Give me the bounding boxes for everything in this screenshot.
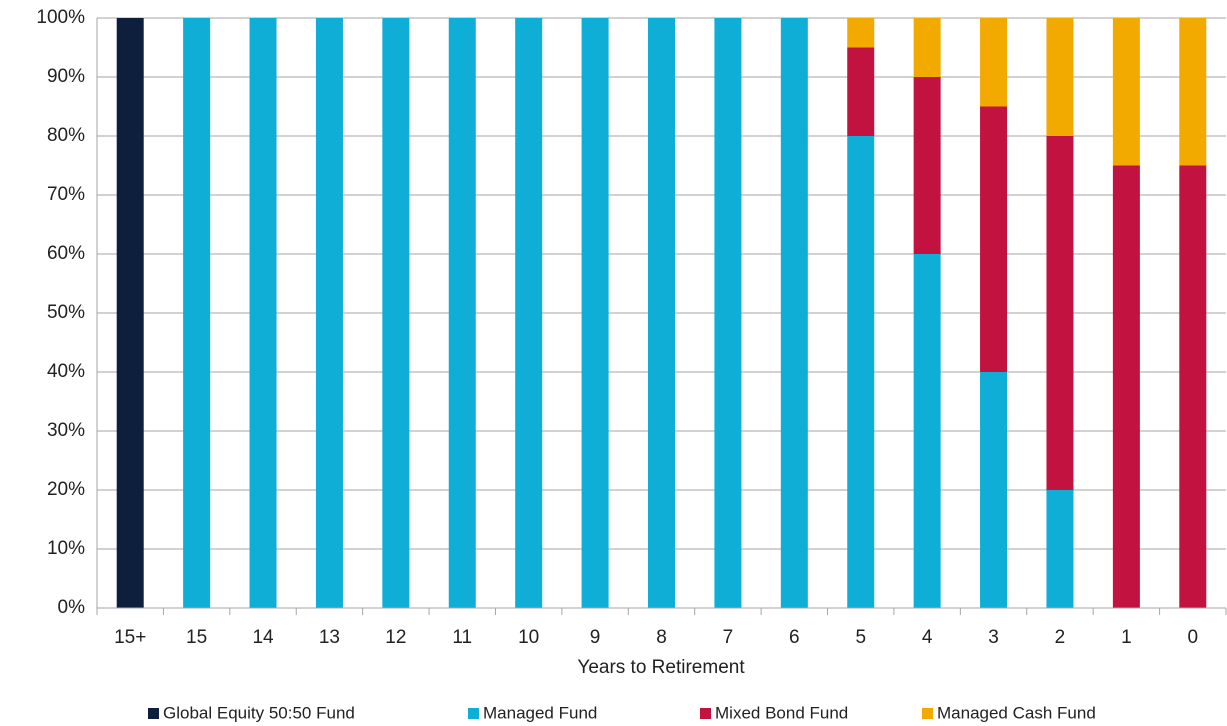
- x-axis-label: Years to Retirement: [577, 657, 745, 678]
- x-tick-label: 4: [922, 627, 933, 648]
- x-tick-label: 8: [656, 627, 667, 648]
- bar-segment: [116, 18, 144, 608]
- legend-swatch: [468, 708, 479, 719]
- legend-label: Managed Cash Fund: [937, 703, 1096, 722]
- legend-swatch: [922, 708, 933, 719]
- x-tick-label: 3: [988, 627, 999, 648]
- bar-segment: [1112, 165, 1140, 608]
- y-tick-label: 20%: [47, 479, 85, 500]
- bar-segment: [913, 18, 941, 77]
- bar-segment: [847, 18, 875, 48]
- bar-segment: [847, 136, 875, 608]
- bar-segment: [515, 18, 543, 608]
- bar-segment: [581, 18, 609, 608]
- x-tick-label: 1: [1121, 627, 1132, 648]
- bar-segment: [315, 18, 343, 608]
- bar-segment: [1179, 18, 1207, 166]
- bar-segment: [1046, 490, 1074, 608]
- x-tick-label: 10: [518, 627, 539, 648]
- x-tick-label: 0: [1188, 627, 1199, 648]
- bar-segment: [448, 18, 476, 608]
- y-tick-label: 80%: [47, 125, 85, 146]
- y-tick-label: 90%: [47, 66, 85, 87]
- x-tick-label: 15+: [114, 627, 146, 648]
- bar-segment: [1112, 18, 1140, 166]
- legend-swatch: [700, 708, 711, 719]
- bar-segment: [382, 18, 410, 608]
- bar-segment: [183, 18, 211, 608]
- bar-segment: [249, 18, 277, 608]
- x-tick-label: 12: [385, 627, 406, 648]
- x-tick-label: 14: [252, 627, 274, 648]
- bar-segment: [648, 18, 675, 608]
- legend-swatch: [148, 708, 159, 719]
- x-tick-label: 15: [186, 627, 207, 648]
- bar-segment: [913, 254, 941, 608]
- y-tick-label: 40%: [47, 361, 85, 382]
- x-tick-label: 9: [590, 627, 601, 648]
- x-tick-label: 11: [452, 627, 472, 648]
- legend-label: Global Equity 50:50 Fund: [163, 703, 355, 722]
- x-tick-label: 5: [855, 627, 866, 648]
- bar-segment: [913, 77, 941, 254]
- y-tick-label: 100%: [36, 7, 85, 28]
- y-tick-label: 60%: [47, 243, 85, 264]
- x-tick-label: 2: [1055, 627, 1066, 648]
- y-tick-label: 30%: [47, 420, 85, 441]
- bar-segment: [847, 47, 875, 136]
- bar-segment: [980, 106, 1008, 372]
- x-tick-label: 13: [319, 627, 340, 648]
- bar-segment: [1179, 165, 1207, 608]
- legend-label: Mixed Bond Fund: [715, 703, 848, 722]
- bar-segment: [1046, 136, 1074, 490]
- bar-segment: [714, 18, 742, 608]
- bar-segment: [1046, 18, 1074, 136]
- y-tick-label: 50%: [47, 302, 85, 323]
- x-tick-label: 6: [789, 627, 800, 648]
- legend-label: Managed Fund: [483, 703, 597, 722]
- x-tick-label: 7: [723, 627, 734, 648]
- bar-segment: [780, 18, 808, 608]
- y-tick-label: 0%: [58, 597, 86, 618]
- bar-segment: [980, 18, 1008, 107]
- y-tick-label: 10%: [47, 538, 85, 559]
- bar-segment: [980, 372, 1008, 608]
- y-tick-label: 70%: [47, 184, 85, 205]
